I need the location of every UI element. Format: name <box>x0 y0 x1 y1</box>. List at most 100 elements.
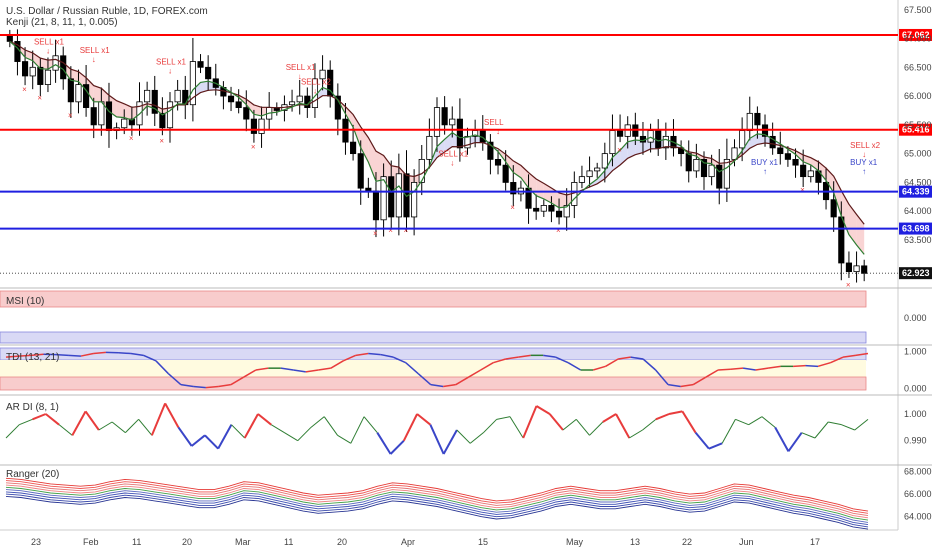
msi-axis-tick: 0.000 <box>904 313 927 323</box>
time-axis-tick: Jun <box>739 537 754 547</box>
tdi-line-segment <box>430 383 444 388</box>
tdi-line-segment <box>567 362 582 371</box>
ardi-line-segment <box>575 419 590 436</box>
candle-body <box>388 176 395 218</box>
tdi-line-segment <box>830 356 844 364</box>
ardi-line-segment <box>642 418 657 431</box>
tdi-line-segment <box>280 367 294 371</box>
ardi-line-segment <box>98 421 113 431</box>
main-price-pane[interactable]: ×××× ××× × ××××××SELL x1↓ SELL x1↓ SELL x1↓ SE… <box>6 29 881 290</box>
tdi-label: TDI (13, 21) <box>6 352 59 363</box>
sell-marker: × <box>403 226 408 235</box>
ranger-pane[interactable] <box>5 477 869 530</box>
indicator-kenji-label[interactable]: Kenji (21, 8, 11, 1, 0.005) <box>6 17 118 28</box>
ardi-line-segment <box>655 413 670 421</box>
tdi-line-segment <box>30 353 44 357</box>
candle-body <box>792 158 799 166</box>
tdi-line-segment <box>380 353 394 358</box>
ma-cloud-segment <box>856 214 865 255</box>
tdi-line-segment <box>93 351 107 355</box>
ardi-line-segment <box>270 424 285 434</box>
candle-body <box>52 55 59 71</box>
ma-cloud-segment <box>597 170 605 184</box>
candle-body <box>594 167 601 172</box>
candle-body <box>189 61 196 106</box>
price-levels: 67.062 65.416 64.339 63.698 62.923 <box>0 28 932 280</box>
tdi-line-segment <box>480 362 494 371</box>
tdi-line-segment <box>180 383 194 388</box>
ardi-line-segment <box>429 424 445 455</box>
ma-cloud-segment <box>124 103 132 121</box>
ma-cloud-segment <box>93 85 102 102</box>
signal-sell-arrow: ↓ <box>298 72 302 81</box>
ardi-line-segment <box>629 429 643 439</box>
candle-body <box>319 69 326 80</box>
time-axis-tick: Apr <box>401 537 415 547</box>
level-tag-support <box>899 185 932 198</box>
candle-body <box>655 130 662 149</box>
level-tag-label-resistance: 65.416 <box>902 125 930 135</box>
sell-marker: × <box>37 94 42 103</box>
ardi-line-segment <box>204 434 219 450</box>
last-price-tag-label: 62.923 <box>902 268 930 278</box>
candle-body <box>708 164 715 178</box>
signal-sell-arrow: ↓ <box>168 66 172 75</box>
candle-body <box>449 118 456 126</box>
ardi-label: AR DI (8, 1) <box>6 402 59 413</box>
ardi-line-segment <box>442 429 458 455</box>
level-tag-label-resistance: 67.062 <box>902 30 930 40</box>
ranger-band-line <box>5 495 869 530</box>
tdi-line-segment <box>392 356 407 364</box>
ardi-line-segment <box>548 413 564 431</box>
ardi-line-segment <box>602 413 617 423</box>
ardi-axis-tick: 1.000 <box>904 409 927 419</box>
ardi-line-segment <box>801 432 816 439</box>
candle-body <box>144 89 151 103</box>
last-price-tag <box>899 267 932 280</box>
time-axis-tick: 20 <box>337 537 347 547</box>
msi-label: MSI (10) <box>6 296 44 307</box>
tdi-pane[interactable] <box>5 351 869 389</box>
tdi-line-segment <box>792 364 806 368</box>
candle-body <box>487 141 494 160</box>
level-tag-support <box>899 222 932 235</box>
candle-body <box>258 118 265 134</box>
ardi-line-segment <box>787 432 803 452</box>
ma-cloud-segment <box>536 179 544 199</box>
msi-lower-band <box>0 331 867 344</box>
candle-body <box>395 173 402 218</box>
ardi-line-segment <box>310 416 325 428</box>
sell-marker: × <box>388 226 393 235</box>
ma-cloud-segment <box>116 100 125 118</box>
tdi-line-segment <box>230 376 244 386</box>
tdi-line-segment <box>630 356 644 360</box>
signal-sell-arrow: ↓ <box>313 87 317 96</box>
candle-body <box>29 66 36 77</box>
ardi-line-segment <box>71 410 87 436</box>
ma-cloud-segment <box>505 154 514 173</box>
ardi-line-segment <box>58 424 73 436</box>
ardi-pane[interactable] <box>5 402 869 455</box>
ranger-band-line <box>5 480 869 514</box>
level-tag-resistance <box>899 28 932 41</box>
ardi-line-segment <box>589 421 604 436</box>
ardi-line-segment <box>350 416 365 444</box>
tdi-axis-tick: 1.000 <box>904 347 927 357</box>
tdi-line-segment <box>742 367 756 371</box>
tdi-line-segment <box>293 369 306 373</box>
ardi-line-segment <box>496 416 511 420</box>
tdi-line-segment <box>343 354 357 362</box>
time-axis-tick: 23 <box>31 537 41 547</box>
tdi-line-segment <box>655 369 669 386</box>
tdi-line-segment <box>80 352 94 357</box>
candle-body <box>731 147 738 160</box>
candle-body <box>845 262 852 273</box>
ranger-label: Ranger (20) <box>6 469 59 480</box>
ranger-axis-tick: 68.000 <box>904 467 932 477</box>
ardi-line-segment <box>243 413 259 439</box>
time-axis-tick: 11 <box>284 537 293 547</box>
tdi-line-segment <box>193 385 206 389</box>
candle-body <box>777 147 784 155</box>
level-tag-resistance <box>899 123 932 136</box>
candle-body <box>75 84 82 103</box>
